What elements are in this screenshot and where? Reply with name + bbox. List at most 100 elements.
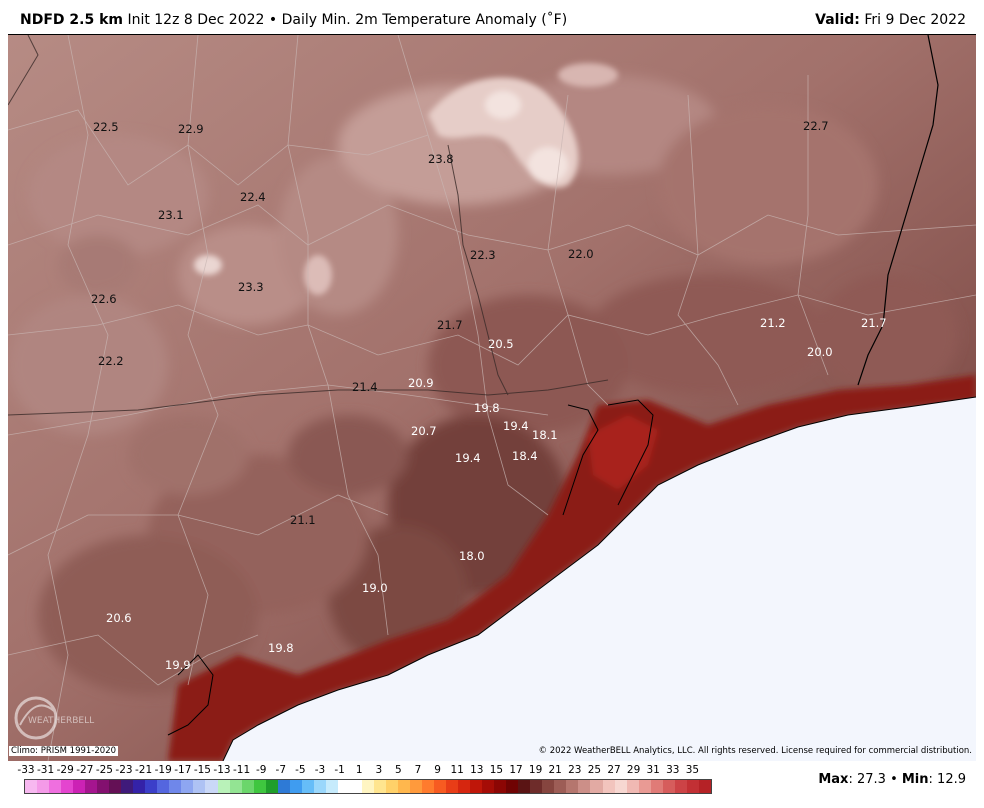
colorbar-swatch — [265, 780, 278, 793]
value-label: 20.0 — [807, 345, 833, 359]
colorbar-swatch — [458, 780, 471, 793]
maxmin-bullet: • — [890, 772, 898, 787]
model-name: NDFD 2.5 km — [20, 12, 123, 28]
colorbar-swatch — [638, 780, 651, 793]
coastline — [222, 396, 976, 761]
state-boundaries — [8, 35, 609, 416]
colorbar-swatch — [85, 780, 98, 793]
colorbar-tick-label: -29 — [56, 764, 74, 776]
colorbar — [24, 779, 712, 794]
colorbar-swatch — [434, 780, 447, 793]
colorbar-swatch — [686, 780, 699, 793]
colorbar-tick-label: 21 — [548, 764, 562, 776]
colorbar-swatch — [133, 780, 146, 793]
colorbar-tick-label: 5 — [395, 764, 402, 776]
value-label: 19.0 — [362, 581, 388, 595]
header: NDFD 2.5 km Init 12z 8 Dec 2022 • Daily … — [0, 0, 984, 34]
value-label: 22.9 — [178, 122, 204, 136]
colorbar-swatch — [229, 780, 242, 793]
bay-outline-west — [167, 654, 214, 736]
colorbar-tick-label: -7 — [275, 764, 287, 776]
colorbar-swatch — [410, 780, 423, 793]
colorbar-tick-label: -9 — [255, 764, 267, 776]
colorbar-swatch — [590, 780, 603, 793]
colorbar-tick-label: 23 — [568, 764, 582, 776]
value-label: 19.9 — [165, 658, 191, 672]
bay-outline — [562, 399, 654, 516]
colorbar-swatch — [494, 780, 507, 793]
value-label: 21.7 — [861, 316, 887, 330]
colorbar-tick-label: 11 — [450, 764, 464, 776]
colorbar-tick-label: -15 — [193, 764, 211, 776]
colorbar-tick-label: 15 — [489, 764, 504, 776]
colorbar-swatch — [313, 780, 326, 793]
county-boundaries — [8, 35, 976, 761]
colorbar-swatch — [650, 780, 663, 793]
value-label: 22.4 — [240, 190, 266, 204]
max-value: : 27.3 — [848, 772, 886, 787]
min-value: : 12.9 — [928, 772, 966, 787]
colorbar-swatch — [289, 780, 302, 793]
colorbar-tick-label: -25 — [95, 764, 113, 776]
value-label: 19.8 — [474, 401, 500, 415]
colorbar-swatch — [470, 780, 483, 793]
colorbar-swatch — [602, 780, 615, 793]
colorbar-swatch — [253, 780, 266, 793]
colorbar-swatch — [145, 780, 158, 793]
colorbar-swatch — [169, 780, 182, 793]
colorbar-tick-label: 25 — [587, 764, 602, 776]
gulf-water — [223, 397, 976, 761]
colorbar-tick-label: 9 — [434, 764, 441, 776]
colorbar-swatch — [337, 780, 350, 793]
value-label: 21.7 — [437, 318, 463, 332]
value-label: 18.0 — [459, 549, 485, 563]
value-label: 23.8 — [428, 152, 454, 166]
colorbar-tick-label: 3 — [375, 764, 383, 776]
colorbar-legend: -33 -31 -29 -27 -25 -23 -21 -19 -17 -15 -13 -11 -9 -7… — [14, 764, 712, 804]
colorbar-swatch — [25, 780, 38, 793]
value-label: 23.3 — [238, 280, 264, 294]
pale-region — [194, 63, 618, 295]
value-label: 21.4 — [352, 380, 378, 394]
colorbar-tick-label: -13 — [213, 764, 231, 776]
map-title: NDFD 2.5 km Init 12z 8 Dec 2022 • Daily … — [20, 12, 567, 28]
colorbar-swatch — [482, 780, 495, 793]
max-min-readout: Max: 27.3 • Min: 12.9 — [818, 772, 966, 787]
valid-time: Valid: Fri 9 Dec 2022 — [815, 12, 966, 28]
colorbar-tick-label: -3 — [314, 764, 326, 776]
colorbar-swatch — [61, 780, 74, 793]
colorbar-swatch — [446, 780, 459, 793]
coastal-warm-band — [168, 375, 976, 761]
climo-note: Climo: PRISM 1991-2020 — [9, 746, 119, 756]
copyright-note: © 2022 WeatherBELL Analytics, LLC. All r… — [538, 746, 972, 756]
colorbar-swatch — [554, 780, 567, 793]
value-label: 22.3 — [470, 248, 496, 262]
colorbar-tick-label: 27 — [607, 764, 621, 776]
value-label: 22.0 — [568, 247, 594, 261]
value-label: 21.1 — [290, 513, 316, 527]
value-label: 18.1 — [532, 428, 558, 442]
colorbar-swatch — [97, 780, 110, 793]
colorbar-swatch — [626, 780, 639, 793]
colorbar-swatch — [542, 780, 555, 793]
colorbar-swatch — [193, 780, 206, 793]
colorbar-swatch — [614, 780, 627, 793]
colorbar-tick-label: -1 — [334, 764, 345, 776]
colorbar-swatch — [506, 780, 519, 793]
product-name: Daily Min. 2m Temperature Anomaly (˚F) — [281, 12, 568, 28]
colorbar-tick-label: -33 — [17, 764, 35, 776]
colorbar-swatch — [181, 780, 194, 793]
colorbar-swatch — [397, 780, 410, 793]
colorbar-swatch — [277, 780, 290, 793]
colorbar-swatch — [217, 780, 230, 793]
valid-label: Valid: — [815, 12, 860, 28]
colorbar-swatch — [325, 780, 338, 793]
value-label: 20.9 — [408, 376, 434, 390]
colorbar-swatch — [49, 780, 62, 793]
init-time: Init 12z 8 Dec 2022 — [127, 12, 265, 28]
valid-date: Fri 9 Dec 2022 — [864, 12, 966, 28]
colorbar-swatch — [662, 780, 675, 793]
value-label: 20.6 — [106, 611, 132, 625]
map-panel: 22.5 22.9 23.8 22.7 22.4 23.1 22.3 22.0 … — [8, 34, 976, 761]
colorbar-tick-label: 29 — [626, 764, 641, 776]
